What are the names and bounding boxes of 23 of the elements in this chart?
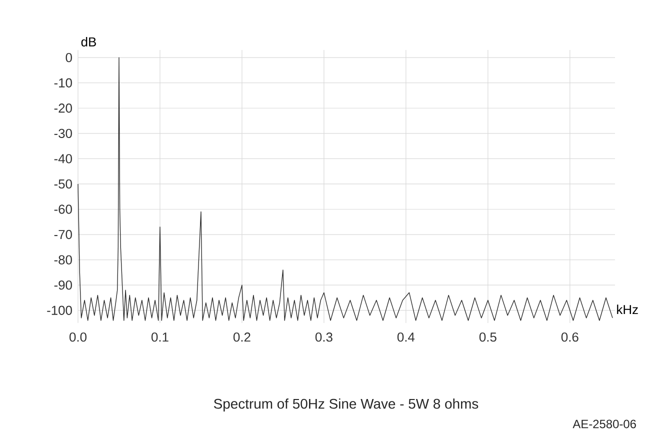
- line-series: [78, 57, 613, 321]
- y-tick-label: -20: [54, 104, 72, 113]
- y-tick-label: -60: [54, 204, 72, 214]
- y-tick-label: -50: [54, 179, 72, 189]
- x-tick-label: 0.5: [479, 332, 496, 342]
- x-tick-label: 0.6: [561, 332, 578, 342]
- y-tick-label: -40: [54, 154, 72, 164]
- x-axis-title: kHz: [617, 304, 638, 314]
- y-tick-label: 0: [66, 52, 72, 62]
- y-tick-label: -80: [54, 255, 72, 264]
- y-tick-label: -70: [54, 230, 72, 240]
- text: Spectrum of 50Hz Sine Wave - 5W 8 ohms: [214, 398, 478, 412]
- y-tick-label: -90: [54, 280, 72, 290]
- x-tick-label: 0.2: [233, 332, 250, 342]
- y-tick-label: -30: [54, 128, 72, 138]
- y-axis-title: dB: [81, 36, 96, 46]
- x-tick-label: 0.0: [70, 332, 87, 342]
- y-tick-label: -100: [47, 306, 72, 315]
- text: AE-2580-06: [572, 420, 636, 428]
- x-tick-label: 0.4: [397, 332, 415, 342]
- y-tick-label: -10: [54, 78, 72, 88]
- x-tick-label: 0.1: [151, 332, 168, 342]
- x-tick-label: 0.3: [315, 332, 332, 342]
